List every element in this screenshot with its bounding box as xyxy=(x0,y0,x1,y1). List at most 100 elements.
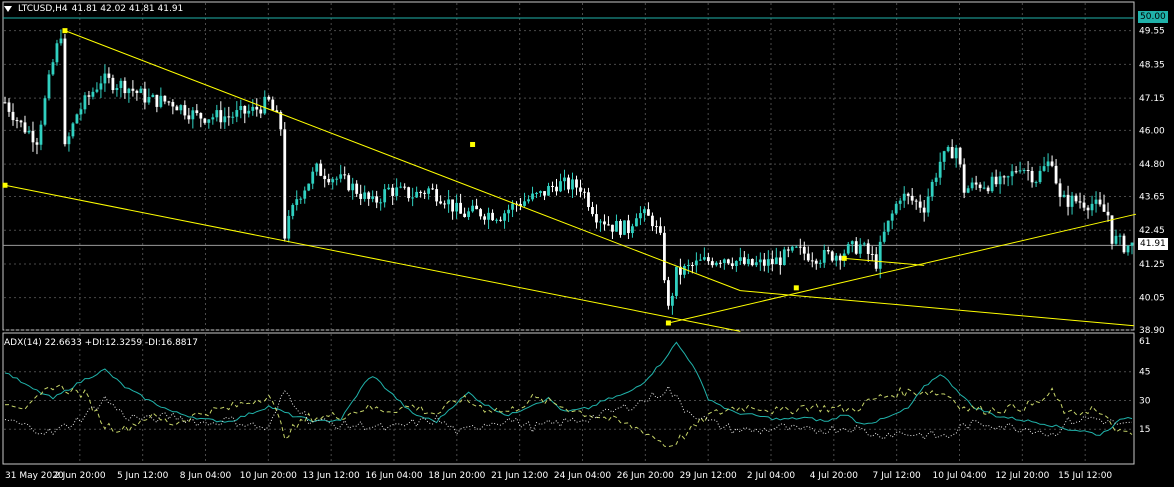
candle-body xyxy=(431,188,435,190)
x-tick-label: 16 Jun 04:00 xyxy=(365,471,422,481)
candle-body xyxy=(483,216,486,220)
candle-body xyxy=(718,262,722,264)
candle-body xyxy=(1110,215,1114,244)
candle-body xyxy=(443,203,447,205)
candle-body xyxy=(838,255,842,261)
candle-body xyxy=(259,109,263,114)
candle-body xyxy=(223,116,227,123)
candle-body xyxy=(47,74,51,99)
x-tick-label: 2 Jun 20:00 xyxy=(54,471,106,481)
candle-body xyxy=(87,95,91,97)
candle-body xyxy=(579,187,582,192)
x-tick-label: 12 Jul 20:00 xyxy=(995,471,1049,481)
candle-body xyxy=(111,77,115,91)
candle-body xyxy=(742,257,746,264)
candle-body xyxy=(387,187,391,190)
candle-body xyxy=(1062,194,1066,198)
candle-body xyxy=(1026,169,1030,171)
candle-body xyxy=(671,295,674,306)
candle-body xyxy=(615,221,618,232)
candle-body xyxy=(275,110,279,113)
candle-body xyxy=(730,263,734,266)
candle-body xyxy=(487,212,490,220)
candle-body xyxy=(367,192,371,199)
candle-body xyxy=(1058,183,1062,198)
candle-body xyxy=(902,193,906,201)
indicator-y-tick-label: 30 xyxy=(1139,396,1151,406)
candle-body xyxy=(159,95,163,107)
candle-body xyxy=(179,105,183,111)
candle-body xyxy=(679,266,682,275)
ohlc-values: 41.81 42.02 41.81 41.91 xyxy=(71,4,184,14)
candle-body xyxy=(227,116,231,118)
candle-body xyxy=(219,110,223,123)
candle-body xyxy=(503,213,506,221)
candle-body xyxy=(131,88,135,91)
candle-body xyxy=(814,260,818,264)
candle-body xyxy=(766,259,770,266)
candle-body xyxy=(463,213,466,217)
candle-body xyxy=(511,203,514,210)
candle-body xyxy=(215,110,219,118)
candle-body xyxy=(495,219,498,221)
trendline-anchor-point xyxy=(665,320,671,326)
candle-body xyxy=(575,179,578,188)
candle-body xyxy=(151,94,155,98)
candle-body xyxy=(778,257,782,266)
y-tick-label: 43.65 xyxy=(1139,192,1165,202)
candle-body xyxy=(914,200,918,202)
candle-body xyxy=(35,142,39,145)
candle-body xyxy=(403,186,407,188)
x-tick-label: 4 Jul 20:00 xyxy=(810,471,859,481)
candle-body xyxy=(531,193,534,200)
candle-body xyxy=(99,83,103,90)
candle-body xyxy=(263,96,267,114)
candle-body xyxy=(1090,203,1094,211)
candle-body xyxy=(287,215,291,239)
candle-body xyxy=(1038,170,1042,183)
candle-body xyxy=(802,246,806,254)
candle-body xyxy=(407,187,411,199)
candle-body xyxy=(347,175,351,191)
candle-body xyxy=(639,213,642,219)
candle-body xyxy=(303,190,307,199)
dropdown-triangle-icon[interactable] xyxy=(4,6,12,12)
trendline xyxy=(668,213,1137,324)
candle-body xyxy=(251,106,255,111)
candle-body xyxy=(694,260,698,266)
candle-body xyxy=(810,260,814,262)
candle-body xyxy=(467,211,470,217)
candle-body xyxy=(986,187,990,192)
candle-body xyxy=(934,177,938,182)
candle-body xyxy=(922,207,926,213)
candle-body xyxy=(1126,245,1130,253)
candle-body xyxy=(806,253,810,261)
candle-body xyxy=(23,122,27,133)
candle-body xyxy=(1098,199,1102,205)
candle-body xyxy=(411,197,415,199)
candle-body xyxy=(535,192,538,194)
candle-body xyxy=(926,196,930,213)
y-tick-label: 46.00 xyxy=(1139,126,1165,136)
candle-body xyxy=(95,89,99,92)
candle-body xyxy=(1010,171,1014,177)
candle-body xyxy=(886,220,890,232)
candle-body xyxy=(339,174,343,179)
candle-body xyxy=(203,118,207,123)
candle-body xyxy=(890,213,894,221)
indicator-series-plusminus-di xyxy=(4,383,1133,448)
candle-body xyxy=(499,219,502,221)
candle-body xyxy=(539,191,542,193)
candle-body xyxy=(55,43,59,63)
candle-body xyxy=(419,191,423,193)
candle-body xyxy=(519,204,522,206)
candle-body xyxy=(882,231,886,242)
indicator-y-tick-label: 15 xyxy=(1139,425,1150,435)
candle-body xyxy=(291,204,295,216)
candle-body xyxy=(910,195,914,201)
y-tick-label: 40.05 xyxy=(1139,294,1165,304)
level-price-tag: 50.00 xyxy=(1138,11,1168,23)
candle-body xyxy=(1086,207,1090,211)
candle-body xyxy=(655,226,658,228)
